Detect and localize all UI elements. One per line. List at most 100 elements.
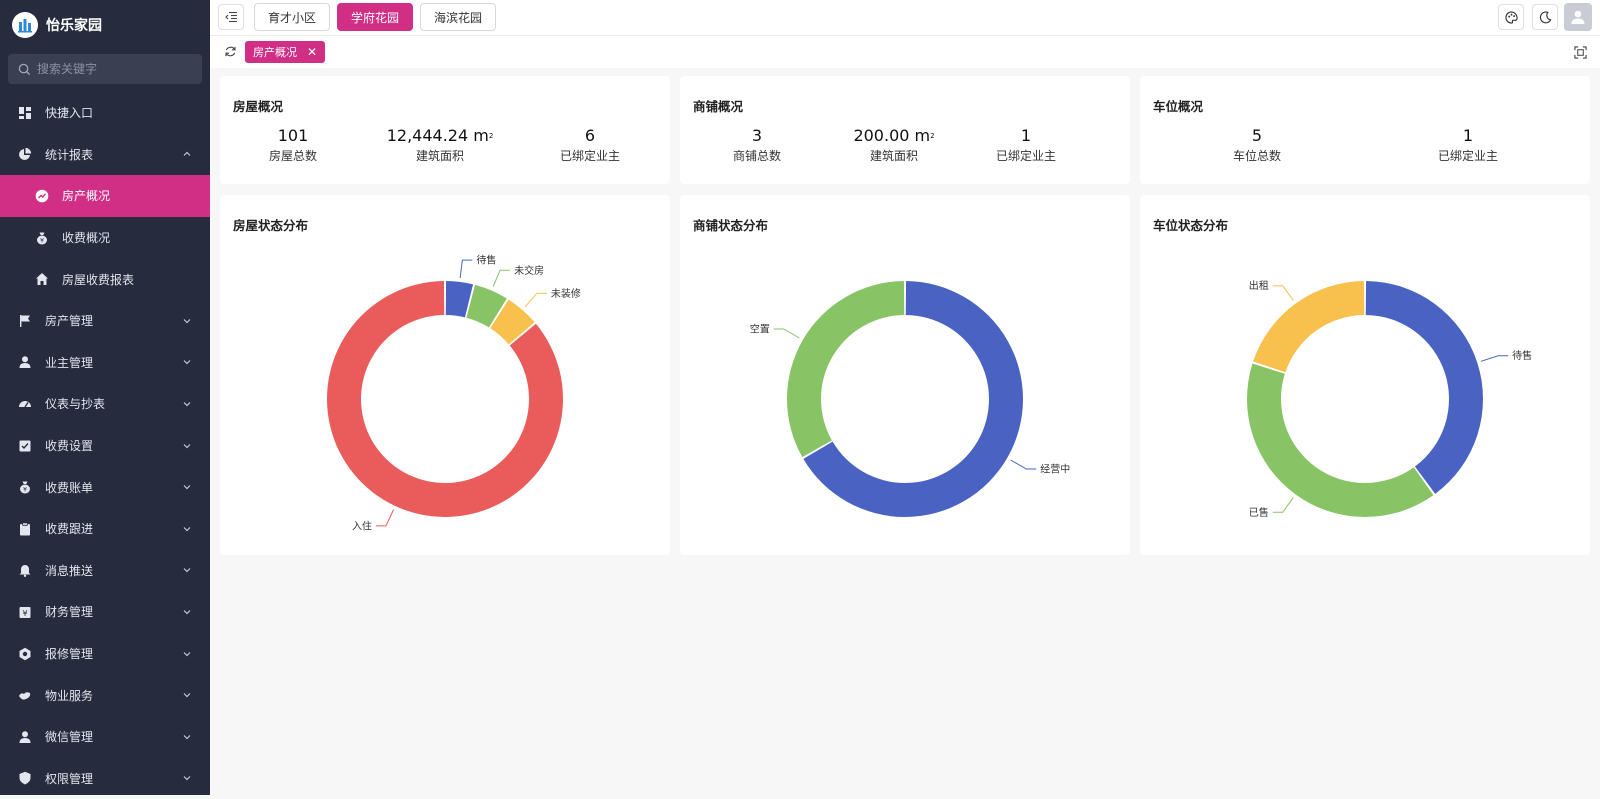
app-title: 怡乐家园 bbox=[46, 15, 102, 35]
slice-label: 待售 bbox=[1512, 349, 1532, 362]
sidebar-item-message-push[interactable]: 消息推送 bbox=[0, 550, 210, 592]
sidebar-item-label: 业主管理 bbox=[45, 354, 182, 371]
sidebar-item-fee-followup[interactable]: 收费跟进 bbox=[0, 508, 210, 550]
stat-label: 房屋总数 bbox=[253, 147, 333, 164]
donut-slice-0[interactable] bbox=[1366, 281, 1483, 494]
collapse-menu-button[interactable] bbox=[218, 4, 244, 30]
sidebar-item-fee-bills[interactable]: ¥ 收费账单 bbox=[0, 466, 210, 508]
sidebar-item-label: 物业服务 bbox=[45, 687, 182, 704]
svg-text:¥: ¥ bbox=[22, 609, 27, 618]
dark-mode-button[interactable] bbox=[1532, 4, 1558, 30]
stat-value-number: 200.00 m bbox=[853, 126, 930, 145]
sidebar-item-house-fee-report[interactable]: 房屋收费报表 bbox=[0, 258, 210, 300]
house-overview-card: 房屋概况 101 房屋总数 12,444.24 m2 建筑面积 6 已绑定业主 bbox=[220, 76, 670, 184]
chevron-up-icon bbox=[182, 149, 192, 159]
sidebar-item-label: 财务管理 bbox=[45, 603, 182, 620]
user-icon bbox=[18, 730, 32, 744]
stat-house-area: 12,444.24 m2 建筑面积 bbox=[375, 126, 505, 164]
sidebar-item-label: 房屋收费报表 bbox=[62, 271, 192, 288]
shop-overview-card: 商铺概况 3 商铺总数 200.00 m2 建筑面积 1 已绑定业主 bbox=[680, 76, 1130, 184]
community-tab-xuefu[interactable]: 学府花园 bbox=[337, 3, 413, 31]
flag-icon bbox=[18, 314, 32, 328]
label-leader-line bbox=[525, 293, 547, 307]
user-avatar[interactable] bbox=[1564, 3, 1592, 31]
stat-value: 12,444.24 m2 bbox=[375, 126, 505, 146]
fullscreen-button[interactable] bbox=[1568, 40, 1592, 64]
sidebar-item-fee-overview[interactable]: ¥ 收费概况 bbox=[0, 217, 210, 259]
refresh-button[interactable] bbox=[218, 39, 242, 63]
page-tag-label: 房产概况 bbox=[253, 44, 297, 60]
sidebar-item-property-management[interactable]: 房产管理 bbox=[0, 300, 210, 342]
bell-icon bbox=[18, 563, 32, 577]
parking-status-chart-card: 车位状态分布 待售已售出租 bbox=[1140, 195, 1590, 555]
user-icon bbox=[18, 355, 32, 369]
slice-label: 待售 bbox=[476, 254, 496, 267]
sidebar-item-quick-entry[interactable]: 快捷入口 bbox=[0, 92, 210, 134]
money-bag-icon: ¥ bbox=[18, 480, 32, 494]
sidebar-item-label: 仪表与抄表 bbox=[45, 395, 182, 412]
page-tag-property-overview[interactable]: 房产概况 ✕ bbox=[245, 41, 325, 63]
chevron-down-icon bbox=[182, 316, 192, 326]
label-leader-line bbox=[1481, 356, 1508, 362]
home-icon bbox=[35, 272, 49, 286]
brand[interactable]: 怡乐家园 bbox=[0, 0, 210, 50]
pie-chart-icon bbox=[18, 147, 32, 161]
sidebar-item-label: 收费概况 bbox=[62, 229, 192, 246]
finance-icon: ¥ bbox=[18, 605, 32, 619]
sidebar-item-fee-settings[interactable]: 收费设置 bbox=[0, 425, 210, 467]
stat-label: 已绑定业主 bbox=[1418, 147, 1518, 164]
sidebar-item-label: 房产管理 bbox=[45, 312, 182, 329]
label-leader-line bbox=[376, 510, 394, 526]
stat-value: 200.00 m2 bbox=[834, 126, 954, 146]
search-input[interactable] bbox=[37, 62, 197, 76]
community-tab-binhai[interactable]: 海滨花园 bbox=[420, 3, 496, 31]
sidebar-item-finance[interactable]: ¥ 财务管理 bbox=[0, 591, 210, 633]
chevron-down-icon bbox=[182, 773, 192, 783]
donut-slice-1[interactable] bbox=[1247, 364, 1433, 517]
label-leader-line bbox=[460, 260, 472, 278]
label-leader-line bbox=[493, 270, 510, 287]
search-box[interactable] bbox=[8, 54, 202, 84]
sidebar-item-permissions[interactable]: 权限管理 bbox=[0, 758, 210, 799]
stat-label: 建筑面积 bbox=[375, 147, 505, 164]
chevron-down-icon bbox=[182, 607, 192, 617]
slice-label: 空置 bbox=[750, 323, 770, 336]
fullscreen-icon bbox=[1574, 46, 1587, 59]
donut-slice-1[interactable] bbox=[787, 281, 904, 457]
sidebar-item-meter-reading[interactable]: 仪表与抄表 bbox=[0, 383, 210, 425]
sidebar-item-owner-management[interactable]: 业主管理 bbox=[0, 342, 210, 384]
sidebar-item-property-overview[interactable]: 房产概况 bbox=[0, 175, 210, 217]
unit-superscript: 2 bbox=[489, 132, 493, 140]
stat-label: 商铺总数 bbox=[717, 147, 797, 164]
community-tab-label: 学府花园 bbox=[351, 9, 399, 26]
sidebar-item-label: 报修管理 bbox=[45, 645, 182, 662]
chevron-down-icon bbox=[182, 482, 192, 492]
theme-color-button[interactable] bbox=[1498, 4, 1524, 30]
community-tab-yucai[interactable]: 育才小区 bbox=[254, 3, 330, 31]
community-tab-label: 海滨花园 bbox=[434, 9, 482, 26]
sidebar-item-repair[interactable]: 报修管理 bbox=[0, 633, 210, 675]
moon-icon bbox=[1539, 11, 1552, 24]
menu-fold-icon bbox=[225, 11, 238, 23]
chevron-down-icon bbox=[182, 357, 192, 367]
stat-value: 1 bbox=[1418, 126, 1518, 146]
sidebar-item-wechat[interactable]: 微信管理 bbox=[0, 716, 210, 758]
sidebar-item-property-service[interactable]: 物业服务 bbox=[0, 674, 210, 716]
sidebar-item-reports[interactable]: 统计报表 bbox=[0, 134, 210, 176]
slice-label: 未交房 bbox=[514, 264, 544, 277]
chevron-down-icon bbox=[182, 649, 192, 659]
user-icon bbox=[1570, 9, 1586, 25]
sidebar-item-label: 快捷入口 bbox=[45, 104, 192, 121]
slice-label: 入住 bbox=[352, 519, 372, 532]
close-icon[interactable]: ✕ bbox=[307, 45, 317, 59]
donut-slice-2[interactable] bbox=[1253, 281, 1364, 372]
sidebar-item-label: 收费跟进 bbox=[45, 520, 182, 537]
stat-label: 建筑面积 bbox=[834, 147, 954, 164]
sidebar-item-label: 收费账单 bbox=[45, 479, 182, 496]
clipboard-icon bbox=[18, 522, 32, 536]
top-bar: 育才小区 学府花园 海滨花园 bbox=[210, 0, 1600, 36]
stat-shop-owners: 1 已绑定业主 bbox=[976, 126, 1076, 164]
service-icon bbox=[18, 688, 32, 702]
